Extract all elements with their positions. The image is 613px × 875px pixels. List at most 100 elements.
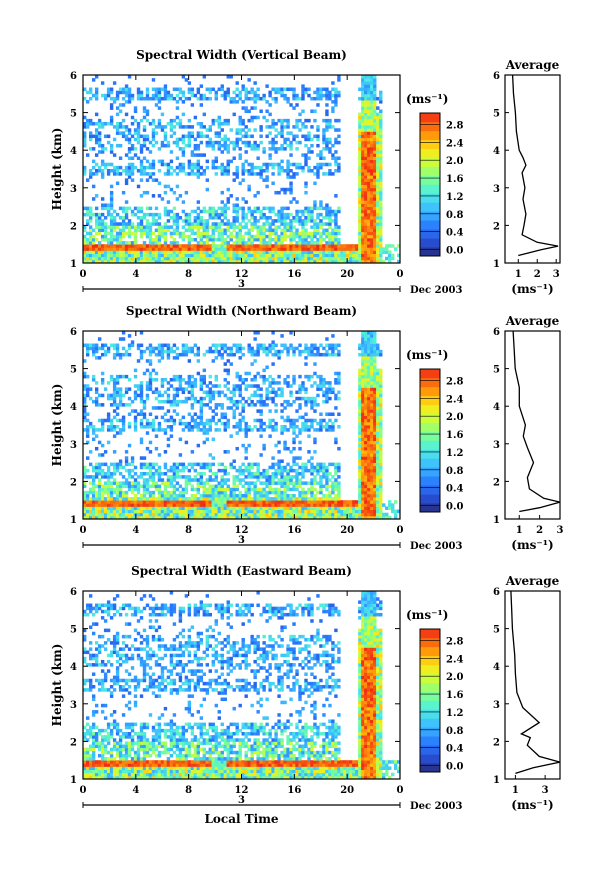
heatmap-cell xyxy=(298,216,302,220)
heatmap-cell xyxy=(151,406,156,410)
colorbar-segment xyxy=(420,157,440,167)
heatmap-cell xyxy=(241,468,245,473)
heatmap-cell xyxy=(115,465,120,470)
heatmap-cell xyxy=(256,346,260,351)
heatmap-cell xyxy=(316,244,320,248)
heatmap-cell xyxy=(289,181,293,186)
heatmap-cell xyxy=(83,374,87,379)
heatmap-cell xyxy=(94,256,99,261)
heatmap-cell xyxy=(181,465,186,470)
heatmap-cell xyxy=(190,487,195,492)
colorbar-segment xyxy=(420,166,440,176)
heatmap-cell xyxy=(295,456,299,460)
heatmap-cell xyxy=(100,352,105,357)
heatmap-cell xyxy=(151,128,156,132)
heatmap-cell xyxy=(175,509,180,514)
heatmap-cell xyxy=(295,390,299,395)
heatmap-cell xyxy=(190,415,195,420)
heatmap-cell xyxy=(280,90,284,95)
heatmap-cell xyxy=(265,503,269,507)
heatmap-cell xyxy=(178,381,183,385)
heatmap-cell xyxy=(97,212,102,217)
heatmap-cell xyxy=(250,106,254,110)
heatmap-cell xyxy=(367,84,371,88)
heatmap-cell xyxy=(109,418,114,423)
heatmap-cell xyxy=(286,415,290,420)
heatmap-cell xyxy=(103,244,108,248)
heatmap-cell xyxy=(313,118,317,123)
heatmap-cell xyxy=(187,162,192,167)
heatmap-cell xyxy=(268,93,272,98)
heatmap-cell xyxy=(190,87,195,92)
heatmap-cell xyxy=(196,216,201,220)
heatmap-cell xyxy=(160,478,165,482)
heatmap-cell xyxy=(106,500,111,504)
heatmap-cell xyxy=(83,241,87,245)
heatmap-cell xyxy=(361,231,365,236)
heatmap-cell xyxy=(106,231,111,236)
heatmap-cell xyxy=(247,250,251,254)
heatmap-cell xyxy=(181,506,186,510)
heatmap-cell xyxy=(280,118,284,123)
heatmap-cell xyxy=(301,497,305,501)
heatmap-cell xyxy=(223,172,227,176)
heatmap-cell xyxy=(373,237,377,242)
heatmap-cell xyxy=(277,468,281,473)
heatmap-cell xyxy=(91,184,96,189)
heatmap-cell xyxy=(370,209,374,214)
heatmap-cell xyxy=(83,244,87,248)
heatmap-cell xyxy=(274,506,278,510)
heatmap-cell xyxy=(229,497,233,501)
heatmap-cell xyxy=(196,515,201,520)
heatmap-cell xyxy=(187,96,192,101)
heatmap-cell xyxy=(286,206,290,211)
heatmap-cell xyxy=(151,212,156,217)
heatmap-cell xyxy=(124,112,129,117)
heatmap-cell xyxy=(232,244,236,248)
heatmap-cell xyxy=(319,234,323,239)
heatmap-cell xyxy=(97,487,102,492)
heatmap-cell xyxy=(268,425,272,429)
heatmap-cell xyxy=(286,478,290,482)
heatmap-cell xyxy=(85,475,90,479)
heatmap-cell xyxy=(274,256,278,261)
heatmap-cell xyxy=(244,428,248,432)
heatmap-cell xyxy=(148,512,153,517)
heatmap-cell xyxy=(223,147,227,151)
heatmap-cell xyxy=(238,425,242,429)
heatmap-cell xyxy=(83,503,87,507)
heatmap-cell xyxy=(238,506,242,510)
heatmap-cell xyxy=(202,500,207,504)
heatmap-cell xyxy=(115,487,120,492)
heatmap-cell xyxy=(160,381,165,385)
heatmap-cell xyxy=(250,118,254,123)
heatmap-cell xyxy=(181,346,186,351)
heatmap-cell xyxy=(295,503,299,507)
heatmap-cell xyxy=(178,512,183,517)
heatmap-cell xyxy=(337,134,341,139)
heatmap-cell xyxy=(187,259,192,264)
heatmap-cell xyxy=(124,200,129,204)
heatmap-cell xyxy=(85,219,90,223)
heatmap-cell xyxy=(190,153,195,157)
heatmap-cell xyxy=(259,165,263,170)
heatmap-cell xyxy=(358,162,362,167)
heatmap-cell xyxy=(244,250,248,254)
heatmap-cell xyxy=(301,462,305,467)
heatmap-cell xyxy=(205,209,209,214)
heatmap-cell xyxy=(112,100,117,104)
heatmap-cell xyxy=(88,212,93,217)
heatmap-cell xyxy=(289,497,293,501)
heatmap-cell xyxy=(175,241,180,245)
heatmap-cell xyxy=(310,231,314,236)
heatmap-cell xyxy=(172,493,177,498)
heatmap-cell xyxy=(175,184,180,189)
heatmap-cell xyxy=(361,75,365,79)
heatmap-cell xyxy=(292,381,296,385)
heatmap-cell xyxy=(121,428,126,432)
heatmap-cell xyxy=(109,143,114,148)
heatmap-cell xyxy=(256,500,260,504)
heatmap-cell xyxy=(325,203,329,207)
heatmap-cell xyxy=(100,93,105,98)
heatmap-cell xyxy=(316,90,320,95)
